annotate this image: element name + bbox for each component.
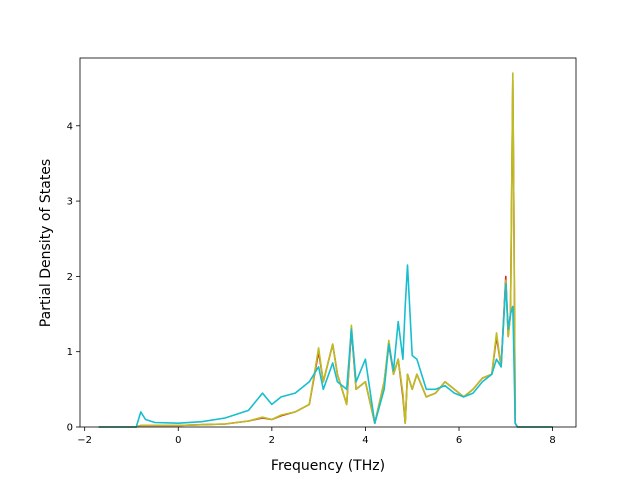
y-axis-label: Partial Density of States: [38, 159, 54, 327]
y-axis-ticks: 0 1 2 3 4: [67, 121, 80, 434]
y-tick-label: 1: [67, 347, 73, 358]
x-axis-ticks: −2 0 2 4 6 8: [77, 427, 556, 446]
series-line-3: [98, 264, 553, 428]
x-tick-label: −2: [77, 435, 92, 446]
y-tick-label: 3: [67, 197, 73, 208]
plot-frame: [79, 57, 577, 428]
series-layer: [98, 72, 553, 428]
x-axis-label: Frequency (THz): [271, 458, 385, 474]
x-tick-label: 4: [362, 435, 368, 446]
series-line-2: [98, 72, 553, 428]
y-tick-label: 4: [67, 121, 73, 132]
x-tick-label: 6: [456, 435, 462, 446]
x-tick-label: 8: [549, 435, 555, 446]
x-tick-label: 0: [175, 435, 181, 446]
y-tick-label: 0: [67, 423, 73, 434]
x-tick-label: 2: [269, 435, 275, 446]
y-tick-label: 2: [67, 272, 73, 283]
